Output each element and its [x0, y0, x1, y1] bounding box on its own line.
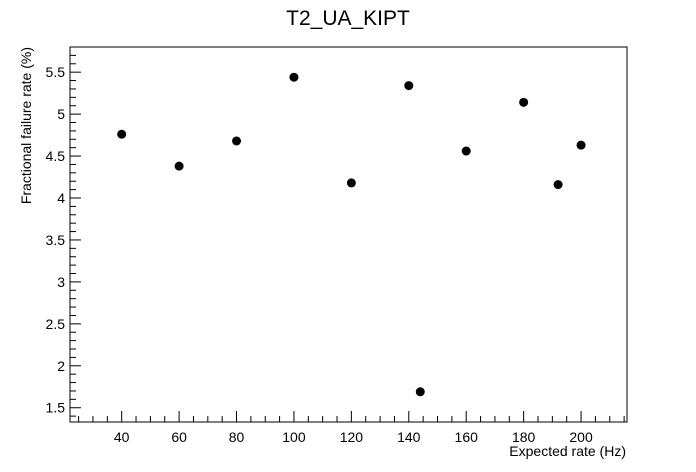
y-tick-label: 2.5 — [46, 316, 66, 332]
y-tick-label: 4.5 — [46, 148, 66, 164]
x-tick-label: 120 — [340, 429, 364, 445]
y-tick-label: 5 — [57, 106, 65, 122]
chart-title: T2_UA_KIPT — [286, 7, 410, 30]
x-tick-label: 180 — [512, 429, 536, 445]
y-axis: 1.5 2 2.5 3 3.5 4 4.5 5 5.5 — [46, 54, 81, 417]
data-point — [117, 129, 127, 139]
x-axis-label: Expected rate (Hz) — [509, 443, 626, 459]
y-tick-label: 3 — [57, 274, 65, 290]
data-point — [553, 180, 563, 190]
data-point — [461, 146, 471, 156]
y-tick-label: 4 — [57, 190, 65, 206]
plot-frame — [69, 46, 628, 423]
x-tick-label: 60 — [171, 429, 187, 445]
data-point — [519, 97, 529, 107]
data-point — [576, 140, 586, 150]
y-tick-label: 3.5 — [46, 232, 66, 248]
data-point — [232, 136, 242, 146]
data-point — [289, 72, 299, 82]
x-tick-label: 80 — [229, 429, 245, 445]
data-points — [117, 72, 586, 397]
y-axis-label: Fractional failure rate (%) — [18, 47, 34, 204]
x-tick-label: 40 — [114, 429, 130, 445]
y-tick-label: 1.5 — [46, 400, 66, 416]
data-point — [174, 161, 184, 171]
x-tick-label: 200 — [569, 429, 593, 445]
data-point — [404, 81, 414, 91]
x-tick-label: 140 — [397, 429, 421, 445]
x-axis: 40 60 80 100 120 140 160 180 200 — [78, 411, 625, 445]
y-tick-label: 5.5 — [46, 64, 66, 80]
x-tick-label: 160 — [455, 429, 479, 445]
y-tick-label: 2 — [57, 358, 65, 374]
data-point — [415, 387, 425, 397]
x-tick-label: 100 — [282, 429, 306, 445]
data-point — [346, 178, 356, 188]
